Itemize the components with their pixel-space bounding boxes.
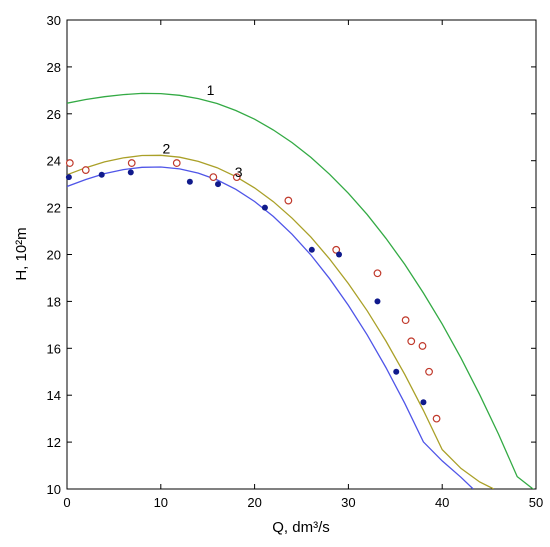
open-data-point: [209, 173, 218, 182]
y-tick-label: 28: [47, 60, 61, 75]
curve-label-2: 2: [163, 141, 171, 157]
open-data-point: [407, 337, 416, 346]
open-data-point: [401, 316, 410, 325]
x-tick-label: 0: [63, 495, 70, 510]
y-tick-label: 16: [47, 341, 61, 356]
y-tick-label: 30: [47, 13, 61, 28]
curve-2-line: [67, 154, 495, 489]
x-tick-label: 10: [154, 495, 168, 510]
x-axis-label: Q, dm³/s: [272, 519, 330, 536]
filled-data-point: [374, 298, 381, 305]
filled-data-point: [186, 178, 193, 185]
y-tick-label: 26: [47, 107, 61, 122]
open-data-point: [65, 159, 74, 167]
y-axis-label: H, 10²m: [13, 227, 30, 280]
open-data-point: [425, 367, 433, 376]
x-tick-label: 30: [341, 495, 355, 510]
y-tick-label: 22: [47, 201, 61, 216]
filled-data-point: [261, 204, 268, 211]
y-tick-label: 10: [47, 482, 61, 497]
x-tick-label: 50: [529, 495, 543, 510]
y-tick-label: 24: [47, 154, 61, 169]
open-data-point: [373, 269, 382, 278]
filled-data-point: [98, 171, 105, 178]
curve-label-3: 3: [235, 164, 243, 180]
open-data-point: [232, 173, 241, 182]
open-data-point: [127, 159, 136, 167]
axis-ticks: [66, 19, 537, 490]
curve-3-line: [67, 166, 474, 489]
open-data-point: [432, 414, 441, 423]
open-data-point: [284, 196, 293, 205]
y-tick-label: 20: [47, 248, 61, 263]
open-data-point: [332, 245, 341, 254]
filled-data-point: [215, 181, 222, 188]
filled-data-point: [336, 251, 343, 258]
plot-area-frame: [66, 19, 537, 490]
curve-label-1: 1: [207, 82, 215, 98]
data-points: [65, 159, 441, 423]
curves: [67, 92, 535, 489]
curve-labels: 1 2 3: [163, 82, 243, 180]
filled-data-point: [420, 399, 427, 406]
x-tick-label: 20: [247, 495, 261, 510]
curve-1-line: [67, 92, 535, 489]
x-tick-label: 40: [435, 495, 449, 510]
filled-data-point: [393, 368, 400, 375]
open-data-point: [172, 159, 181, 167]
open-data-point: [418, 342, 427, 350]
filled-data-point: [308, 246, 315, 253]
y-tick-label: 14: [47, 388, 61, 403]
open-data-point: [81, 166, 90, 174]
filled-data-point: [127, 169, 134, 176]
y-tick-label: 18: [47, 294, 61, 309]
y-tick-label: 12: [47, 435, 61, 450]
filled-data-point: [65, 174, 72, 181]
